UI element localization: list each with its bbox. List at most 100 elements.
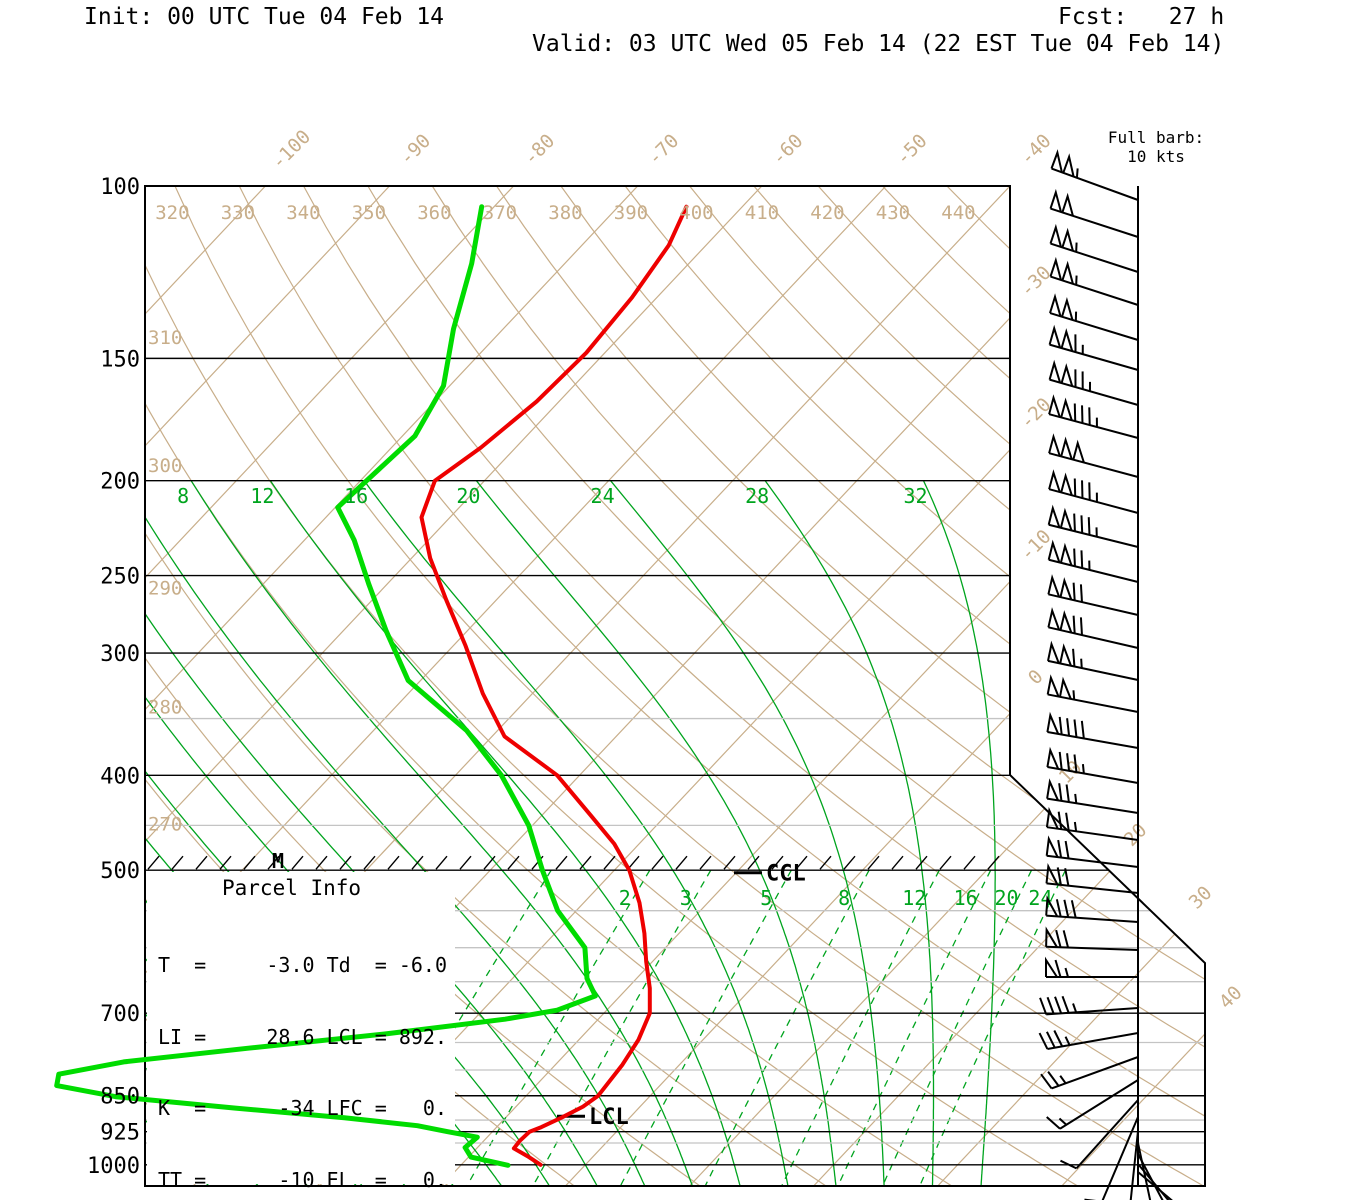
wind-barb-pennant [1061, 260, 1074, 285]
wind-barb-shaft [1047, 693, 1139, 713]
hatch-tick-500 [483, 855, 496, 870]
dry-adiabat-label-left: 300 [148, 455, 182, 477]
hatch-tick-500 [747, 855, 760, 870]
wind-barb-pennant [1060, 472, 1073, 496]
wind-barb-full [1073, 719, 1078, 738]
isotherm-line [145, 186, 515, 1186]
wind-barb-legend: Full barb: 10 kts [1096, 128, 1216, 166]
pressure-tick-label: 500 [100, 859, 140, 884]
mixing-ratio-line [359, 869, 552, 1186]
isotherm-line [813, 186, 1205, 1186]
wind-barb-shaft [1049, 378, 1139, 406]
wind-barb-full [1060, 1159, 1077, 1170]
wind-barb-shaft [1051, 167, 1139, 201]
wind-barb-shaft [1137, 1171, 1173, 1200]
hatch-tick-500 [675, 855, 688, 870]
mixing-ratio-line [837, 869, 992, 1186]
hatch-tick-500 [651, 855, 664, 870]
wind-barb-shaft [1047, 731, 1139, 749]
temperature-curve [419, 204, 689, 1167]
dry-adiabat-label-top: 370 [483, 202, 517, 224]
hatch-tick-500 [603, 855, 616, 870]
hatch-tick-500 [819, 855, 832, 870]
wind-barb-full [1056, 867, 1062, 886]
isotherm-label-top: -80 [519, 130, 559, 170]
hatch-tick-500 [939, 855, 952, 870]
wind-barb-pennant [1059, 676, 1072, 700]
wind-barb-full [1070, 900, 1077, 918]
wind-barb-full [1066, 753, 1071, 771]
dry-adiabat-label-top: 320 [155, 202, 189, 224]
hatch-tick-500 [699, 855, 712, 870]
wind-barb-pennant [1062, 153, 1075, 177]
wind-barb [1137, 1163, 1170, 1200]
hatch-tick-500 [555, 855, 568, 870]
parcel-info-title: Parcel Info [222, 876, 362, 900]
isotherm-label-top: -40 [1016, 130, 1056, 170]
wind-barb [1129, 1130, 1139, 1200]
wind-barb-full [1079, 584, 1083, 603]
wind-barb-full [1062, 930, 1070, 948]
pressure-tick-label: 700 [100, 1002, 140, 1027]
wind-barb-full [1057, 811, 1063, 830]
wind-barb-full [1055, 929, 1062, 948]
wind-barb-pennant [1061, 227, 1074, 252]
wind-barb-pennant [1045, 895, 1059, 917]
wind-barb-shaft [1137, 1163, 1170, 1200]
wind-barb-pennant [1047, 539, 1061, 563]
wind-barb-pennant [1072, 439, 1085, 463]
wind-barb [1046, 746, 1139, 784]
mixing-ratio-line [882, 869, 1033, 1186]
wind-barb-full [1064, 868, 1070, 886]
isotherm-label-top: -100 [267, 126, 315, 174]
dry-adiabat-label-top: 400 [679, 202, 713, 224]
mixing-ratio-label: 16 [954, 886, 978, 910]
wind-barb-half [1075, 168, 1079, 178]
wind-barb-shaft [1047, 766, 1139, 784]
dry-adiabat-line [145, 186, 952, 1186]
wind-barb [1046, 1079, 1139, 1130]
pressure-tick-label: 300 [100, 642, 140, 667]
moist-adiabat-line [190, 480, 693, 1186]
moist-adiabat-label: 32 [903, 484, 927, 508]
wind-barb-full [1064, 840, 1070, 859]
wind-barb-full [1066, 718, 1071, 736]
wind-barb-pennant [1059, 643, 1072, 667]
wind-barb-full [1080, 720, 1085, 739]
isotherm-line [145, 186, 390, 1186]
wind-barb-shaft [1059, 1079, 1139, 1130]
mixing-ratio-label: 24 [1028, 886, 1052, 910]
hatch-tick-500 [891, 855, 904, 870]
moist-adiabat-label: 28 [745, 484, 769, 508]
dry-adiabat-label-left: 270 [148, 813, 182, 835]
valid-time-label: Valid: 03 UTC Wed 05 Feb 14 (22 EST Tue … [532, 31, 1225, 57]
wind-barb [1045, 835, 1139, 868]
pressure-tick-label: 850 [100, 1085, 140, 1110]
wind-barb [1048, 469, 1139, 514]
wind-barb-shaft [1101, 1116, 1139, 1200]
wind-barb-pennant [1049, 223, 1062, 248]
wind-barb-half [1059, 1075, 1067, 1084]
wind-barb-half [1074, 793, 1078, 804]
wind-barb-full [1057, 839, 1063, 858]
hatch-tick-500 [219, 855, 232, 870]
mixing-ratio-label: 12 [902, 886, 926, 910]
hatch-tick-500 [579, 855, 592, 870]
wind-barb-pennant [1046, 674, 1060, 697]
wind-barb [1047, 574, 1139, 616]
moist-adiabat-line [475, 480, 837, 1186]
isotherm-label-top: -60 [768, 130, 808, 170]
wind-barb-half [1058, 1117, 1068, 1126]
hatch-tick-500 [243, 855, 256, 870]
wind-barb [1045, 895, 1139, 923]
mixing-ratio-line [620, 869, 792, 1186]
dry-adiabat-label-top: 410 [745, 202, 779, 224]
dry-adiabat-line [882, 186, 1205, 1186]
ccl-marker-label: CCL [766, 862, 806, 887]
wind-barb [1050, 149, 1139, 201]
hatch-tick-500 [195, 855, 208, 870]
wind-barb [1048, 359, 1139, 406]
wind-barb-pennant [1045, 863, 1059, 885]
wind-barb-pennant [1048, 324, 1062, 348]
wind-barb-full [1058, 783, 1063, 802]
